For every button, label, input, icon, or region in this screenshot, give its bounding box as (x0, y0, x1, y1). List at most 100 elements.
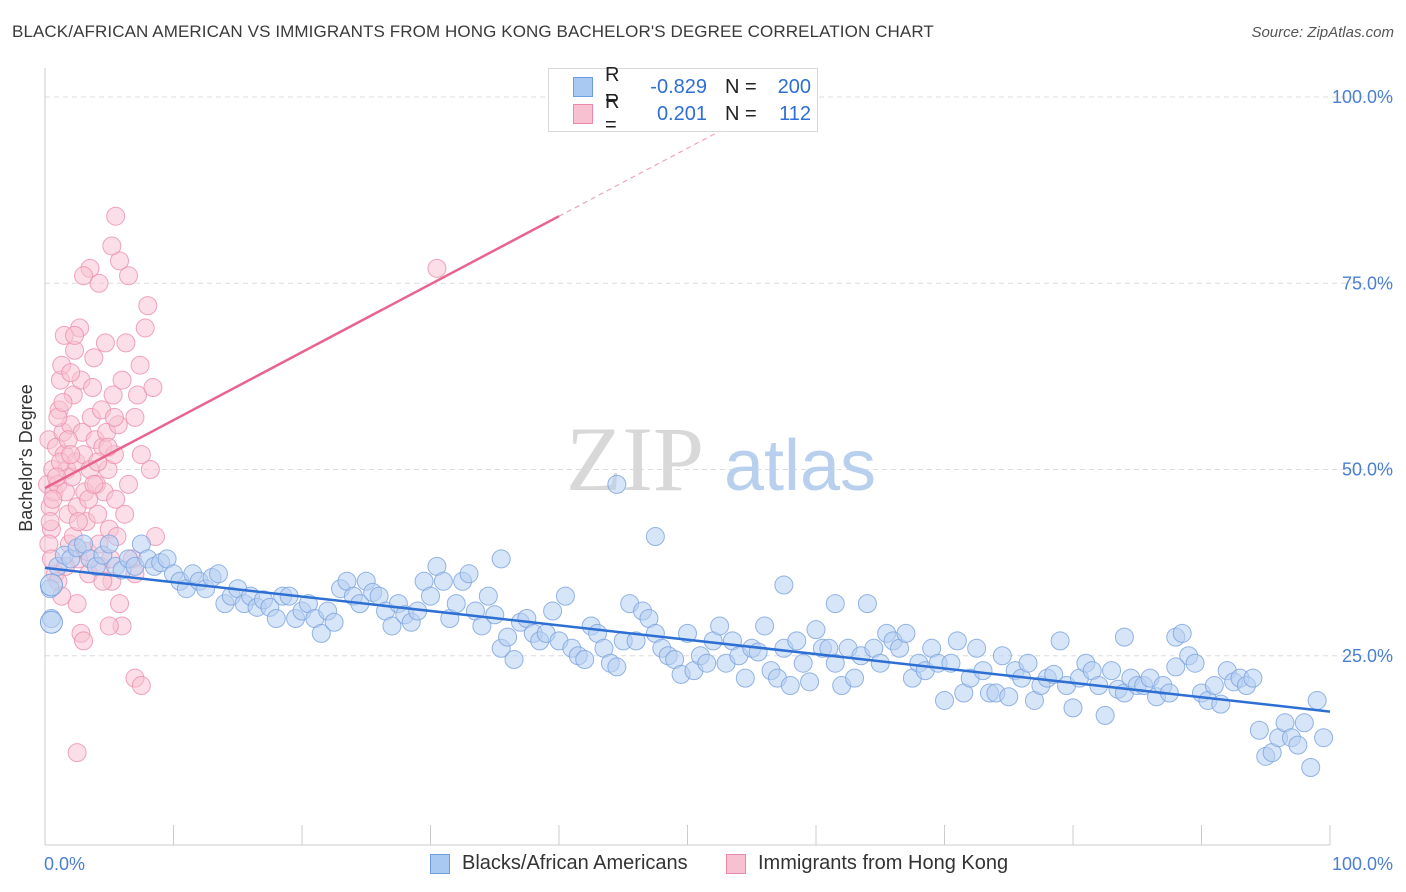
y-tick-label: 100.0% (1332, 87, 1393, 107)
blue-point (697, 653, 717, 673)
blue-point (967, 638, 987, 658)
axes (44, 68, 1331, 846)
pink-point (103, 385, 123, 405)
blue-point (1249, 720, 1269, 740)
blue-point (1294, 713, 1314, 733)
pink-point (61, 363, 81, 383)
bottom-legend-swatch-pink (726, 853, 746, 874)
blue-point (421, 586, 440, 606)
pink-point (99, 616, 119, 636)
blue-point (645, 527, 665, 547)
chart-source: Source: ZipAtlas.com (1251, 24, 1394, 41)
pink-point (119, 266, 139, 286)
blue-point (555, 586, 575, 606)
bottom-legend-swatch-blue (430, 853, 450, 874)
chart-title: BLACK/AFRICAN AMERICAN VS IMMIGRANTS FRO… (12, 22, 934, 41)
legend-r-value: 0.201 (656, 102, 707, 125)
blue-point (324, 612, 344, 632)
blue-point (1301, 758, 1321, 777)
blue-point (485, 605, 505, 625)
pink-point (43, 489, 63, 509)
legend-n-label: N = (725, 75, 757, 98)
blue-point (626, 631, 646, 651)
legend-r-label: R = (605, 64, 620, 109)
blue-point (780, 676, 800, 696)
pink-point (116, 333, 136, 353)
legend-n-label: N = (725, 102, 757, 125)
blue-point (1243, 668, 1263, 688)
pink-point (110, 594, 130, 614)
blue-point (825, 653, 845, 673)
y-tick-label: 50.0% (1342, 460, 1393, 480)
pink-point (112, 370, 132, 390)
blue-point (710, 616, 730, 636)
pink-point (61, 445, 81, 465)
pink-point (88, 504, 108, 524)
pink-point (115, 504, 135, 524)
blue-point (382, 616, 402, 636)
blue-point (793, 653, 813, 673)
blue-point (607, 474, 627, 494)
pink-point (68, 512, 88, 532)
blue-point (896, 623, 916, 643)
bottom-legend: Blacks/African Americans Immigrants from… (0, 852, 1406, 878)
blue-point (825, 594, 845, 614)
blue-point (446, 594, 466, 614)
blue-point (1172, 623, 1192, 643)
legend-r-label: R = (605, 91, 620, 136)
pink-point (106, 489, 126, 509)
blue-point (99, 534, 119, 554)
blue-point (1063, 698, 1083, 718)
watermark-atlas: atlas (724, 426, 876, 506)
blue-point (735, 668, 755, 688)
blue-point (208, 564, 228, 584)
blue-point (1166, 657, 1186, 677)
tick-labels: 25.0% 50.0% 75.0% 100.0% 0.0% 100.0% (44, 87, 1393, 874)
pink-point (65, 325, 85, 345)
pink-point (84, 348, 104, 368)
pink-point (102, 236, 122, 256)
y-tick-label: 75.0% (1342, 273, 1393, 293)
pink-point (131, 676, 151, 696)
x-tick-label: 100.0% (1332, 854, 1393, 874)
blue-point (774, 575, 794, 595)
blue-point (311, 623, 331, 643)
blue-point (1204, 676, 1224, 696)
blue-point (1095, 705, 1115, 725)
pink-point (138, 296, 158, 316)
legend-n-value: 112 (779, 102, 811, 125)
bottom-legend-label-pink: Immigrants from Hong Kong (758, 852, 1009, 874)
bottom-legend-pink: Immigrants from Hong Kong (726, 852, 1008, 875)
blue-point (1307, 690, 1327, 710)
pink-point (130, 355, 150, 375)
watermark-zip: ZIP (566, 408, 704, 510)
series-blue-points (39, 474, 1334, 777)
blue-point (607, 657, 627, 677)
blue-point (947, 631, 967, 651)
legend-n-value: 200 (777, 75, 811, 98)
trend-lines (44, 120, 1331, 713)
pink-point (125, 407, 145, 427)
pink-point (74, 266, 94, 286)
series-pink-points (38, 206, 447, 763)
blue-point (857, 594, 877, 614)
blue-point (935, 690, 954, 710)
pink-trend-line (44, 215, 560, 490)
blue-point (543, 601, 563, 621)
blue-point (575, 649, 595, 669)
blue-point (1018, 653, 1038, 673)
pink-point (131, 445, 151, 465)
y-tick-label: 25.0% (1342, 646, 1393, 666)
pink-point (119, 474, 139, 494)
blue-point (1314, 728, 1334, 748)
legend-r-value: -0.829 (650, 75, 707, 98)
blue-point (39, 573, 63, 597)
legend-row-blue: R = -0.829 N = 200 (573, 64, 811, 109)
legend-swatch-blue (573, 77, 593, 97)
pink-point (40, 512, 60, 532)
pink-point (95, 333, 115, 353)
pink-point (110, 251, 130, 271)
blue-point (39, 610, 63, 634)
blue-point (992, 646, 1012, 666)
